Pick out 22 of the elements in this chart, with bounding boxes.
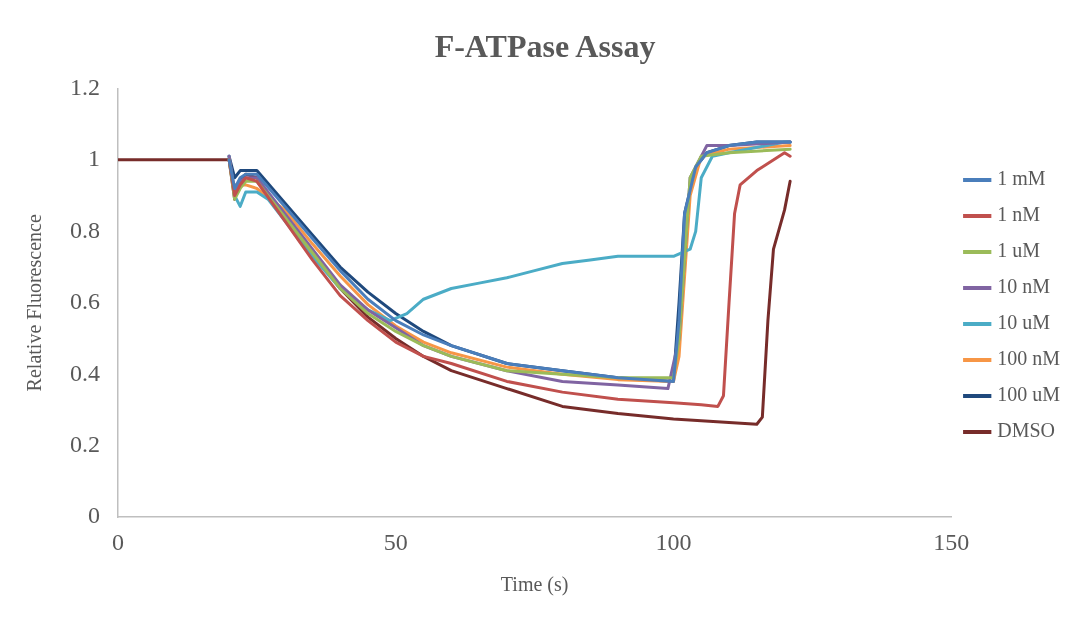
legend-label: 1 uM [997,239,1041,262]
legend-label: 100 uM [997,383,1061,406]
chart-title: F-ATPase Assay [434,28,656,65]
y-tick-label: 1.2 [70,73,100,100]
legend-label: 10 uM [997,311,1051,334]
legend-label: 100 nM [997,347,1061,370]
y-tick-label: 0.4 [70,359,100,386]
x-tick-label: 0 [112,528,124,555]
x-tick-label: 50 [383,528,408,555]
legend-label: 1 mM [997,167,1046,190]
y-tick-label: 0.6 [70,288,100,315]
legend-label: DMSO [997,419,1056,442]
legend-label: 1 nM [997,203,1041,226]
x-tick-label: 150 [933,528,970,555]
y-axis-title: Relative Fluorescence [23,214,46,392]
y-tick-label: 0.8 [70,216,100,243]
y-tick-label: 0.2 [70,431,100,458]
y-tick-label: 0 [88,502,100,529]
y-tick-label: 1 [88,145,100,172]
legend-label: 10 nM [997,275,1051,298]
x-tick-label: 100 [655,528,692,555]
x-axis-title: Time (s) [500,573,569,597]
